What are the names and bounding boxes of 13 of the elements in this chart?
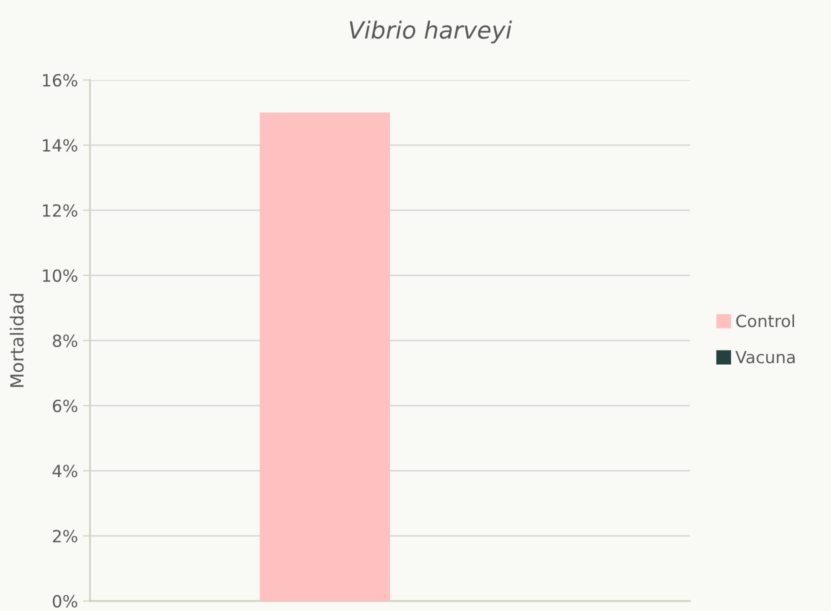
y-tick-label: 4%	[52, 464, 78, 478]
y-tick-label: 12%	[42, 204, 78, 217]
y-axis-title: Mortalidad	[10, 294, 24, 387]
legend-label: Vacuna	[735, 351, 795, 364]
y-tick-label: 6%	[52, 400, 78, 412]
chart-title: Vibrio harveyi	[350, 20, 512, 44]
y-tick-label: 14%	[42, 139, 78, 152]
y-tick-label: 0%	[52, 594, 78, 608]
y-tick-label: 10%	[42, 269, 78, 282]
y-tick-label: 16%	[42, 74, 78, 87]
y-tick-label: 2%	[52, 530, 78, 542]
y-tick-label: 8%	[52, 334, 78, 348]
legend-label: Control	[736, 314, 794, 328]
